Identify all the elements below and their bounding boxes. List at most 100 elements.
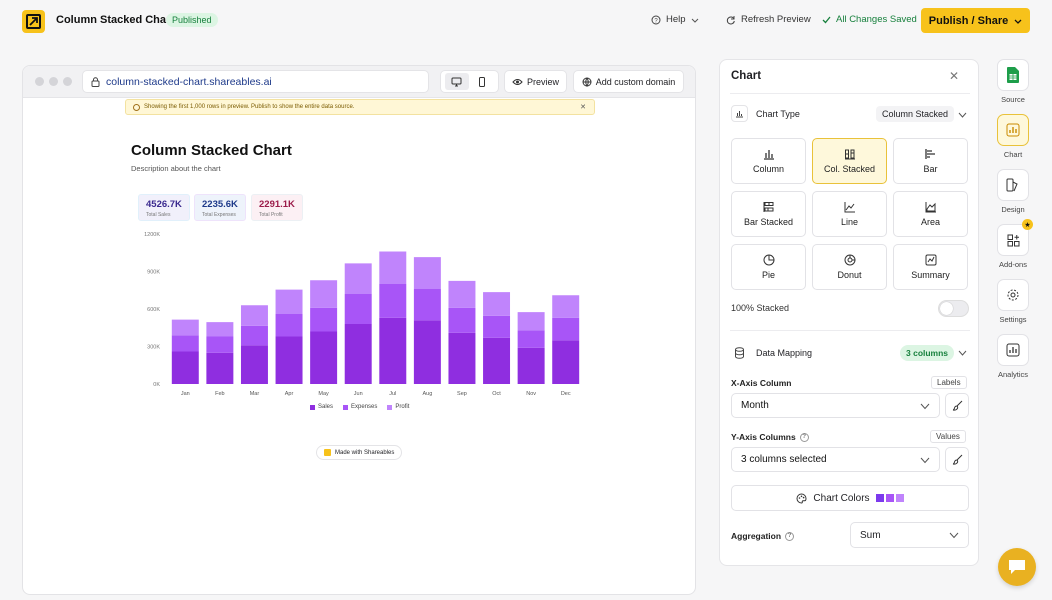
help-icon[interactable]: ? xyxy=(799,432,809,442)
chart-type-summary[interactable]: Summary xyxy=(893,244,968,290)
chart-type-bar[interactable]: Bar xyxy=(893,138,968,184)
custom-domain-label: Add custom domain xyxy=(595,76,676,87)
labels-button[interactable]: Labels xyxy=(931,376,967,389)
chevron-down-icon xyxy=(920,403,930,410)
x-tick-label: Jul xyxy=(389,391,396,397)
chart-settings-panel: Chart ✕ Chart Type Column Stacked Column… xyxy=(719,59,979,566)
aggregation-select[interactable]: Sum xyxy=(850,522,969,548)
eye-icon xyxy=(512,78,523,85)
x-tick-label: Dec xyxy=(561,391,571,397)
legend-swatch xyxy=(343,404,349,410)
chart-type-line[interactable]: Line xyxy=(812,191,887,237)
bar-segment xyxy=(552,317,580,341)
paintbrush-icon xyxy=(952,454,962,465)
bar-segment xyxy=(344,263,372,294)
app-logo-icon[interactable] xyxy=(22,10,45,33)
aggregation-label-row: Aggregation? xyxy=(731,531,795,541)
kpi-label: Total Sales xyxy=(146,212,171,218)
stacked-100-toggle[interactable] xyxy=(938,300,969,317)
url-bar[interactable]: column-stacked-chart.shareables.ai xyxy=(82,70,429,93)
add-custom-domain-button[interactable]: Add custom domain xyxy=(573,70,684,93)
top-bar: Column Stacked Chart Published ? Help Re… xyxy=(0,0,1052,42)
bar-segment xyxy=(552,295,580,318)
kpi-label: Total Expenses xyxy=(202,212,236,218)
help-icon[interactable]: ? xyxy=(785,531,795,541)
chart-type-area[interactable]: Area xyxy=(893,191,968,237)
chevron-down-icon[interactable] xyxy=(958,349,967,357)
rail-button[interactable] xyxy=(997,169,1029,201)
chevron-down-icon[interactable] xyxy=(958,111,967,119)
chart-type-donut[interactable]: Donut xyxy=(812,244,887,290)
y-axis-select[interactable]: 3 columns selected xyxy=(731,447,940,472)
rail-button[interactable] xyxy=(997,114,1029,146)
rail-chart[interactable]: Chart xyxy=(996,114,1030,159)
divider xyxy=(730,93,970,94)
help-menu[interactable]: ? Help xyxy=(651,14,699,25)
bar-segment xyxy=(517,347,545,384)
rail-button[interactable] xyxy=(997,279,1029,311)
chart-type-label: Area xyxy=(920,217,940,227)
x-tick-label: Mar xyxy=(250,391,260,397)
bar-chart-icon xyxy=(924,149,935,159)
globe-icon xyxy=(582,77,592,87)
color-swatch xyxy=(885,494,894,502)
rail-source[interactable]: Source xyxy=(996,59,1030,104)
chart-type-header[interactable]: Chart Type xyxy=(731,105,800,122)
bar-segment xyxy=(448,332,476,384)
rail-settings[interactable]: Settings xyxy=(996,279,1030,324)
panel-title: Chart xyxy=(731,70,762,82)
rail-button[interactable] xyxy=(997,334,1029,366)
desktop-view-button[interactable] xyxy=(444,73,469,90)
made-with-badge[interactable]: Made with Shareables xyxy=(316,445,403,460)
bar-segment xyxy=(517,330,545,348)
bar-segment xyxy=(240,325,268,346)
data-mapping-header[interactable]: Data Mapping xyxy=(731,344,812,361)
x-axis-label: X-Axis Column xyxy=(731,378,792,388)
bar-segment xyxy=(483,337,511,384)
help-label: Help xyxy=(666,14,686,25)
device-toggle xyxy=(440,70,499,93)
area-chart-icon xyxy=(925,202,936,213)
data-mapping-label: Data Mapping xyxy=(756,347,813,358)
bar-segment xyxy=(206,352,234,384)
chevron-down-icon xyxy=(691,18,698,23)
refresh-icon xyxy=(726,15,735,24)
y-axis-format-button[interactable] xyxy=(945,447,969,472)
rail-analytics[interactable]: Analytics xyxy=(996,334,1030,379)
svg-text:?: ? xyxy=(654,18,658,24)
rail-design[interactable]: Design xyxy=(996,169,1030,214)
close-icon[interactable]: ✕ xyxy=(580,104,586,111)
legend-swatch xyxy=(387,404,393,410)
chart-type-label: Donut xyxy=(837,270,862,280)
close-icon[interactable]: ✕ xyxy=(949,69,960,83)
bar-segment xyxy=(275,289,303,314)
legend-swatch xyxy=(310,404,315,410)
line-chart-icon xyxy=(844,202,855,213)
x-axis-select[interactable]: Month xyxy=(731,393,940,418)
chat-icon xyxy=(1009,560,1025,574)
y-tick-label: 600K xyxy=(147,307,160,313)
publish-share-button[interactable]: Publish / Share xyxy=(921,8,1030,33)
stacked-100-label: 100% Stacked xyxy=(731,303,790,313)
rail-button[interactable] xyxy=(997,224,1029,256)
columns-count-badge: 3 columns xyxy=(900,345,955,361)
mobile-view-button[interactable] xyxy=(470,73,494,90)
rail-addons[interactable]: Add-ons xyxy=(996,224,1030,269)
chart-type-icon xyxy=(731,105,748,122)
chat-support-button[interactable] xyxy=(998,548,1036,586)
bar-segment xyxy=(310,307,338,332)
chart-type-bar-stacked[interactable]: Bar Stacked xyxy=(731,191,806,237)
bar-segment xyxy=(379,251,407,284)
y-tick-label: 300K xyxy=(147,345,160,351)
chart-type-pie[interactable]: Pie xyxy=(731,244,806,290)
refresh-preview-button[interactable]: Refresh Preview xyxy=(726,14,811,25)
chart-icon xyxy=(1006,123,1020,137)
values-button[interactable]: Values xyxy=(930,430,966,443)
chart-colors-button[interactable]: Chart Colors xyxy=(731,485,969,511)
rail-button[interactable] xyxy=(997,59,1029,91)
bar-segment xyxy=(448,307,476,333)
x-axis-format-button[interactable] xyxy=(945,393,969,418)
chart-type-col-stacked[interactable]: Col. Stacked xyxy=(812,138,887,184)
preview-button[interactable]: Preview xyxy=(504,70,567,93)
chart-type-column[interactable]: Column xyxy=(731,138,806,184)
